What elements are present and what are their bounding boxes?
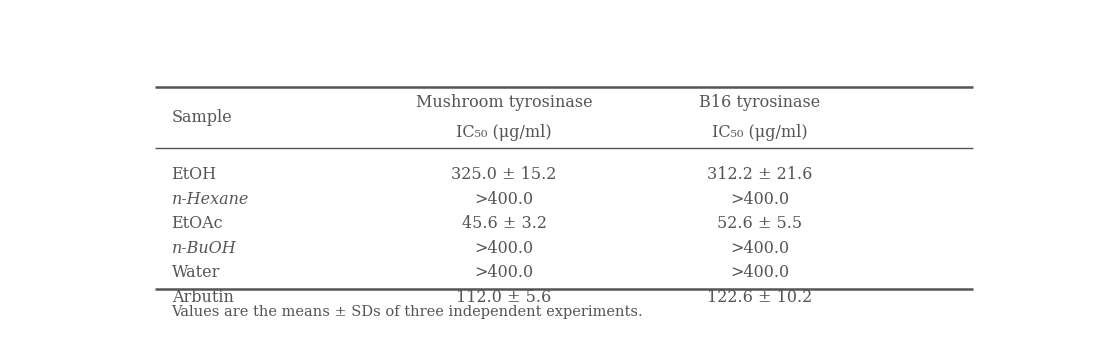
Text: IC₅₀ (μg/ml): IC₅₀ (μg/ml) <box>712 124 807 140</box>
Text: >400.0: >400.0 <box>474 240 534 257</box>
Text: Mushroom tyrosinase: Mushroom tyrosinase <box>416 94 593 111</box>
Text: >400.0: >400.0 <box>730 191 790 208</box>
Text: IC₅₀ (μg/ml): IC₅₀ (μg/ml) <box>456 124 552 140</box>
Text: EtOH: EtOH <box>172 166 217 183</box>
Text: Arbutin: Arbutin <box>172 289 233 306</box>
Text: n-Hexane: n-Hexane <box>172 191 249 208</box>
Text: Water: Water <box>172 264 220 281</box>
Text: n-BuOH: n-BuOH <box>172 240 236 257</box>
Text: 325.0 ± 15.2: 325.0 ± 15.2 <box>451 166 557 183</box>
Text: 112.0 ± 5.6: 112.0 ± 5.6 <box>456 289 552 306</box>
Text: >400.0: >400.0 <box>730 240 790 257</box>
Text: B16 tyrosinase: B16 tyrosinase <box>700 94 821 111</box>
Text: 122.6 ± 10.2: 122.6 ± 10.2 <box>707 289 813 306</box>
Text: Values are the means ± SDs of three independent experiments.: Values are the means ± SDs of three inde… <box>172 305 643 319</box>
Text: EtOAc: EtOAc <box>172 215 223 232</box>
Text: 52.6 ± 5.5: 52.6 ± 5.5 <box>717 215 802 232</box>
Text: 45.6 ± 3.2: 45.6 ± 3.2 <box>462 215 547 232</box>
Text: >400.0: >400.0 <box>474 264 534 281</box>
Text: 312.2 ± 21.6: 312.2 ± 21.6 <box>707 166 813 183</box>
Text: Sample: Sample <box>172 109 232 126</box>
Text: >400.0: >400.0 <box>730 264 790 281</box>
Text: >400.0: >400.0 <box>474 191 534 208</box>
